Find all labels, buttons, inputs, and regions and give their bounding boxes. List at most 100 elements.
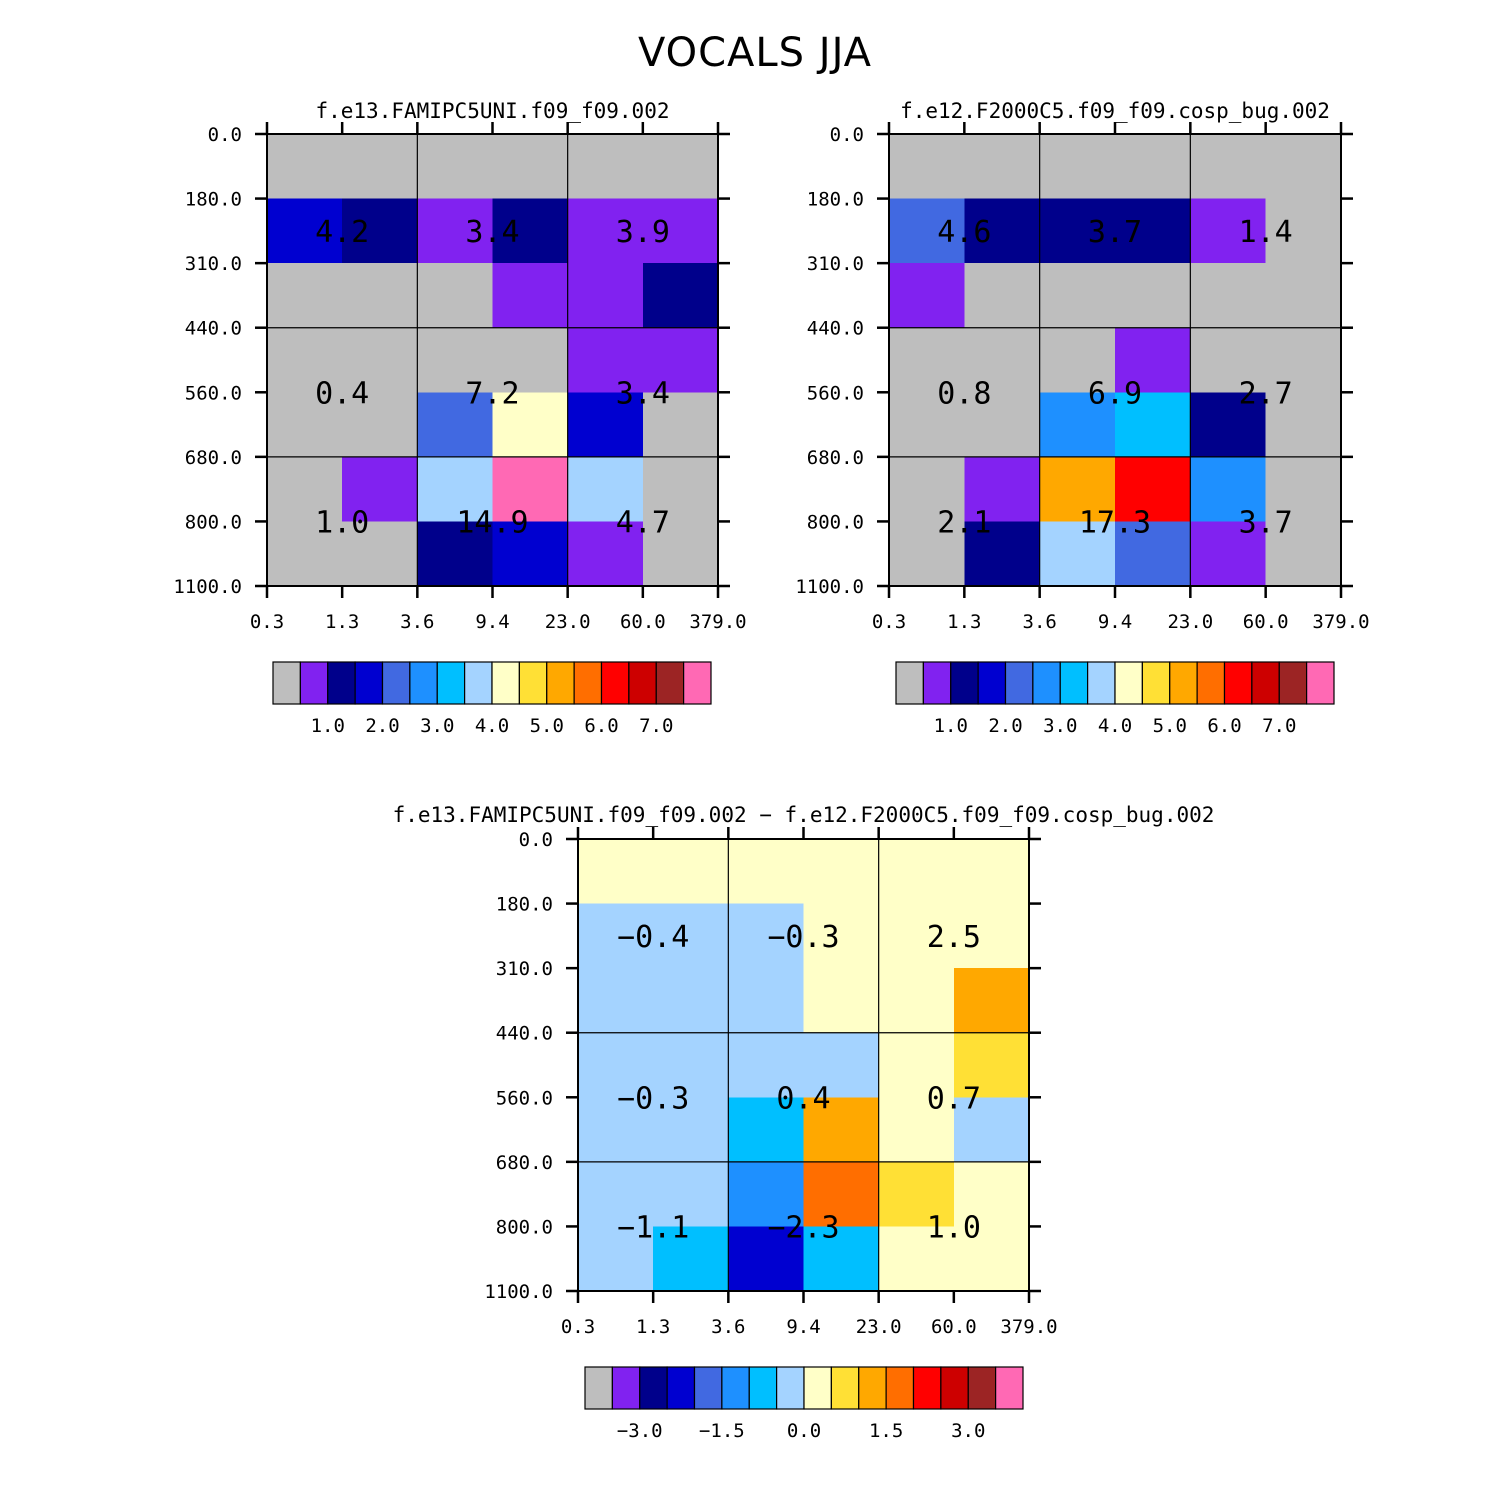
colorbar: −3.0 −1.5 0.0 1.5 3.0 [584,1366,1024,1442]
heatmap-cell [578,1226,654,1292]
colorbar: 1.0 2.0 3.0 4.0 5.0 6.0 7.0 [272,661,712,737]
box-value-label: −0.4 [617,920,689,955]
colorbar-label: 2.0 [988,715,1022,737]
heatmap-cell [878,1161,955,1228]
colorbar-swatch [803,1366,832,1410]
heatmap-cell [642,134,719,200]
box-value-label: 4.2 [315,215,369,250]
heatmap-cell [267,327,343,393]
heatmap-cell [1265,327,1342,393]
x-tick-label: 379.0 [689,611,746,633]
heatmap-cell [417,134,494,200]
colorbar-swatch [922,661,952,705]
box-value-label: 0.4 [315,376,369,411]
main-title: VOCALS JJA [637,30,873,76]
heatmap-cell [342,134,418,200]
colorbar-swatch [464,661,493,705]
box-value-label: 17.3 [1079,505,1151,540]
colorbar-label: 6.0 [1207,715,1241,737]
heatmap-cell [642,521,719,587]
heatmap-cell [803,1032,880,1098]
x-tick-label: 1.3 [325,611,359,633]
heatmap-cell [267,198,343,264]
x-tick-label: 1.3 [636,1316,670,1338]
heatmap-cell [964,134,1041,200]
colorbar-swatch [977,661,1007,705]
heatmap-cell [567,263,644,329]
heatmap-cell [1190,198,1267,264]
colorbar-label: 2.0 [365,715,399,737]
heatmap-cell [964,521,1041,587]
heatmap-cell [728,1226,805,1292]
box-value-label: −0.3 [767,920,839,955]
colorbar-swatch [1032,661,1061,705]
heatmap-cell [953,968,1030,1034]
colorbar-swatch [600,661,630,705]
heatmap-cell [567,392,644,458]
heatmap-cell [492,456,569,523]
colorbar-swatch [666,1366,696,1410]
box-value-label: 3.4 [616,376,670,411]
colorbar-label: −3.0 [617,1420,663,1442]
box-value-label: 0.4 [776,1081,830,1116]
colorbar-label: 5.0 [1153,715,1187,737]
heatmap-cell [342,392,418,458]
heatmap-cell [1190,456,1267,523]
x-tick-label: 60.0 [620,611,666,633]
box-value-label: 3.9 [616,215,670,250]
colorbar-swatch [1306,661,1335,705]
colorbar-label: 0.0 [787,1420,821,1442]
box-value-label: 2.5 [927,920,981,955]
heatmap-cell [267,521,343,587]
heatmap-cell [342,456,418,523]
y-tick-label: 800.0 [185,511,242,533]
heatmap-cell [728,968,805,1034]
box-value-label: −0.3 [617,1081,689,1116]
heatmap-cell [653,1097,729,1163]
heatmap-cell [889,198,965,264]
y-tick-label: 680.0 [807,447,864,469]
colorbar-swatch [776,1366,805,1410]
box-value-label: 3.4 [465,215,519,250]
colorbar-swatch [885,1366,915,1410]
heatmap-cell [492,521,569,587]
heatmap-cell [1265,521,1342,587]
heatmap-cell [889,521,965,587]
heatmap-cell [803,903,880,969]
heatmap-cell [1039,327,1116,393]
y-tick-label: 310.0 [185,253,242,275]
heatmap-cell [653,839,729,905]
box-value-label: 6.9 [1088,376,1142,411]
colorbar-label: 1.0 [311,715,345,737]
heatmap-cell [642,456,719,523]
colorbar-swatch [1196,661,1226,705]
box-value-label: 0.7 [927,1081,981,1116]
heatmap-cell [417,327,494,393]
heatmap-cell [1115,263,1191,329]
heatmap-cell [878,839,955,905]
colorbar-swatch [436,661,466,705]
heatmap-cell [878,968,955,1034]
heatmap-cell [1115,198,1191,264]
colorbar-swatch [721,1366,750,1410]
colorbar-label: 3.0 [1043,715,1077,737]
y-tick-label: 1100.0 [484,1281,553,1303]
x-tick-label: 0.3 [872,611,906,633]
heatmap-cell [1115,134,1191,200]
heatmap-cell [578,839,654,905]
heatmap-cell [642,392,719,458]
x-tick-label: 60.0 [1243,611,1289,633]
colorbar-swatch [858,1366,887,1410]
heatmap-cell [1115,392,1191,458]
heatmap-cell [1039,521,1116,587]
colorbar-label: 7.0 [639,715,673,737]
x-tick-label: 3.6 [1023,611,1057,633]
colorbar-swatch [1251,661,1280,705]
box-value-label: 3.7 [1239,505,1293,540]
heatmap-cell [567,521,644,587]
colorbar-label: 1.0 [934,715,968,737]
heatmap-cell [953,903,1030,969]
heatmap-cell [1039,263,1116,329]
heatmap-cell [1115,327,1191,393]
y-tick-label: 680.0 [496,1152,553,1174]
